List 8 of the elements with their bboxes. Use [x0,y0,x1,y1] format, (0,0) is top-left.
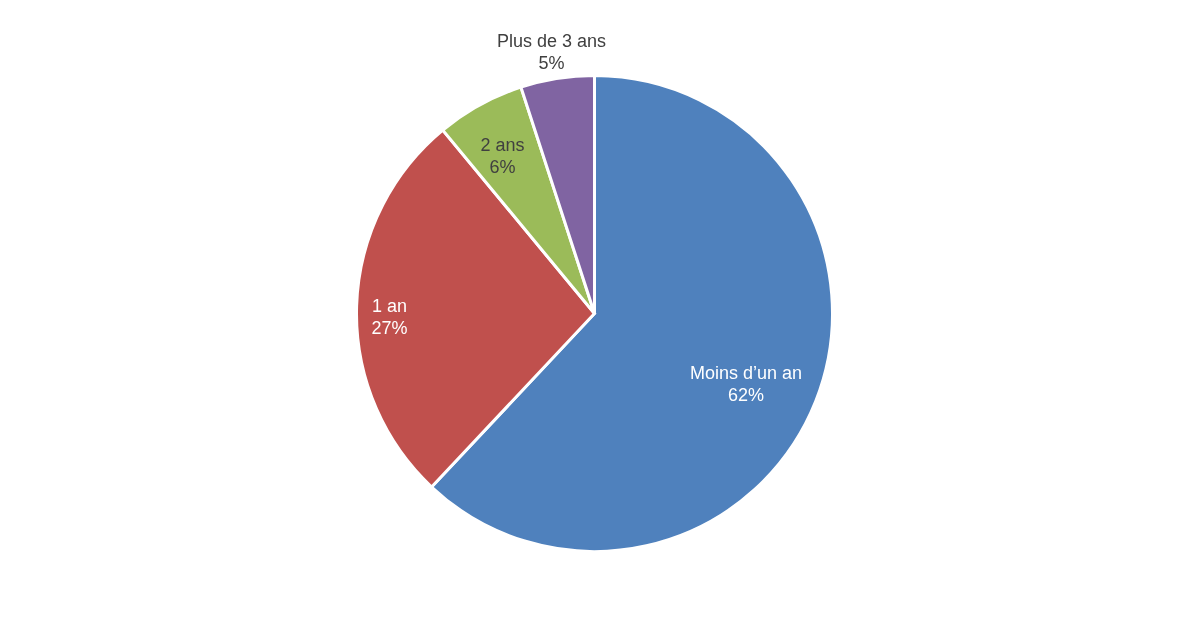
slice-label: 2 ans [480,135,525,156]
data-label: 6% [489,157,516,178]
slice-label: Plus de 3 ans [496,30,607,51]
slice-label: Moins d’un an [690,362,803,383]
data-label: 62% [728,384,765,405]
slice-label: 1 an [372,296,408,317]
data-label: 27% [371,318,408,339]
data-label: 5% [538,52,565,73]
